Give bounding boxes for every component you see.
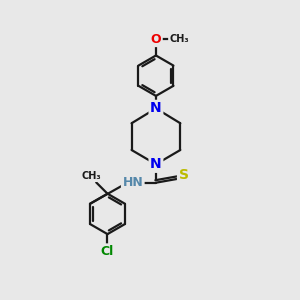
Text: S: S <box>178 168 189 182</box>
Text: N: N <box>150 157 162 171</box>
Text: O: O <box>151 33 161 46</box>
Text: Cl: Cl <box>101 245 114 258</box>
Text: HN: HN <box>122 176 143 189</box>
Text: CH₃: CH₃ <box>169 34 189 44</box>
Text: N: N <box>150 101 162 116</box>
Text: CH₃: CH₃ <box>81 171 101 181</box>
